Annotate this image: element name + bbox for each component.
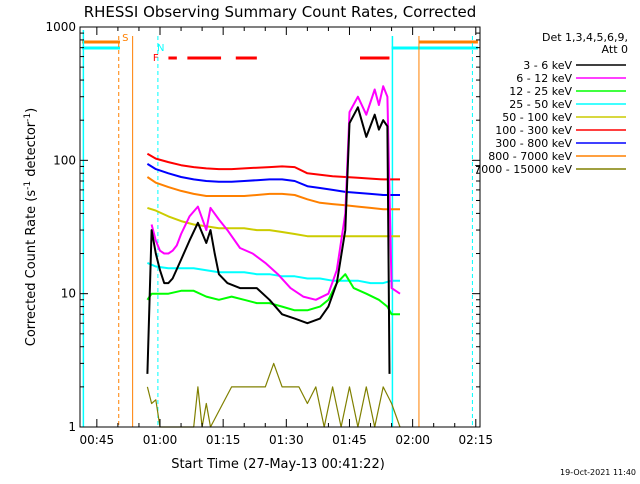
series-line-8 [146, 362, 401, 428]
flag-f: F [153, 53, 159, 64]
y-axis-label: Corrected Count Rate (s-1 detector-1) [23, 108, 39, 346]
plot-area: S NF [82, 30, 478, 428]
legend-label: 3 - 6 keV [523, 59, 572, 72]
legend-label: 6 - 12 keV [516, 72, 572, 85]
y-axis-ticks: 1 10 100 1000 [45, 20, 480, 434]
flag-n: N [157, 43, 164, 54]
x-tick-label: 02:15 [458, 433, 493, 447]
legend-label: 25 - 50 keV [509, 98, 572, 111]
series-line-1 [150, 85, 401, 301]
x-tick-label: 01:00 [143, 433, 178, 447]
legend-label: 300 - 800 keV [495, 137, 572, 150]
legend-label: 7000 - 15000 keV [474, 163, 572, 176]
series-line-6 [146, 163, 400, 196]
y-tick-label: 1 [68, 420, 76, 434]
legend-header-line-2: Att 0 [602, 43, 628, 56]
y-tick-label: 100 [53, 153, 76, 167]
y-tick-label: 10 [61, 287, 76, 301]
x-tick-label: 01:15 [206, 433, 241, 447]
legend-header-line-1: Det 1,3,4,5,6,9, [542, 31, 628, 44]
x-tick-label: 01:30 [269, 433, 304, 447]
x-axis-ticks: 00:45 01:00 01:15 01:30 01:45 02:00 02:15 [80, 27, 493, 447]
timestamp-footer: 19-Oct-2021 11:40 [560, 468, 636, 477]
x-tick-label: 02:00 [395, 433, 430, 447]
plot-frame [79, 26, 481, 428]
y-tick-label: 1000 [45, 20, 76, 34]
series-line-3 [147, 261, 400, 285]
legend-label: 100 - 300 keV [495, 124, 572, 137]
series-line-4 [147, 206, 400, 238]
series-line-2 [146, 273, 400, 316]
flag-s: S [122, 33, 128, 44]
series-line-5 [146, 152, 400, 181]
chart-title: RHESSI Observing Summary Count Rates, Co… [84, 3, 477, 21]
x-axis-label: Start Time (27-May-13 00:41:22) [171, 457, 385, 472]
series-line-0 [146, 106, 391, 374]
series-line-7 [146, 176, 400, 211]
x-tick-label: 00:45 [80, 433, 115, 447]
legend-label: 800 - 7000 keV [488, 150, 572, 163]
legend-label: 12 - 25 keV [509, 85, 572, 98]
legend-label: 50 - 100 keV [502, 111, 572, 124]
x-tick-label: 01:45 [332, 433, 367, 447]
